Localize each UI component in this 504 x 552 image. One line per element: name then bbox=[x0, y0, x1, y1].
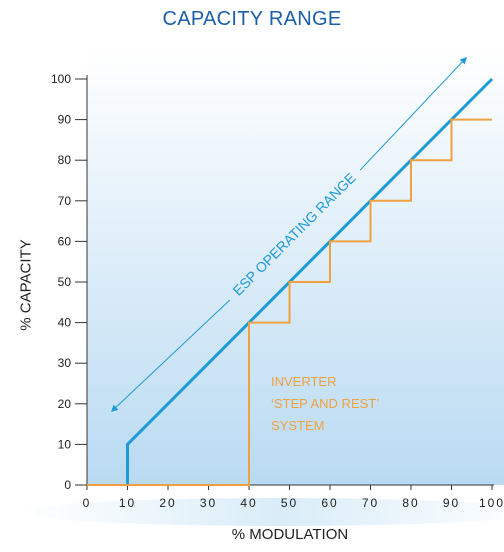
y-tick-label: 90 bbox=[58, 113, 72, 127]
esp-range-arrow-lower bbox=[110, 299, 231, 412]
y-tick-label: 40 bbox=[58, 316, 72, 330]
y-tick-label: 50 bbox=[58, 275, 72, 289]
x-tick-label: 60 bbox=[321, 496, 338, 510]
plot-background bbox=[87, 49, 504, 485]
x-tick-label: 50 bbox=[281, 496, 298, 510]
y-tick-label: 100 bbox=[51, 72, 71, 86]
x-tick-label: 0 bbox=[83, 496, 92, 510]
y-tick-label: 70 bbox=[58, 194, 72, 208]
chart-title: CAPACITY RANGE bbox=[162, 8, 342, 30]
x-tick-label: 40 bbox=[240, 496, 257, 510]
inverter-annotation-line: ‘STEP AND REST’ bbox=[271, 396, 379, 411]
y-tick-label: 20 bbox=[58, 397, 72, 411]
inverter-annotation-line: SYSTEM bbox=[271, 418, 324, 433]
x-axis-label: % MODULATION bbox=[231, 526, 349, 543]
y-tick-label: 30 bbox=[58, 356, 72, 370]
y-tick-label: 60 bbox=[58, 234, 72, 248]
x-tick-label: 80 bbox=[402, 496, 419, 510]
x-tick-label: 90 bbox=[443, 496, 460, 510]
series-inverter-step-line bbox=[87, 118, 492, 486]
x-tick-label: 100 bbox=[479, 496, 504, 510]
y-axis-label: % CAPACITY bbox=[17, 239, 35, 331]
bottom-glow bbox=[20, 498, 504, 526]
x-tick-label: 20 bbox=[159, 496, 176, 510]
esp-range-arrow-upper bbox=[359, 56, 467, 171]
x-tick-label: 70 bbox=[362, 496, 379, 510]
y-tick-label: 10 bbox=[58, 437, 72, 451]
y-tick-label: 80 bbox=[58, 153, 72, 167]
y-tick-label: 0 bbox=[64, 478, 71, 492]
x-tick-label: 10 bbox=[119, 496, 136, 510]
x-tick-label: 30 bbox=[200, 496, 217, 510]
inverter-annotation-line: INVERTER bbox=[271, 374, 337, 389]
